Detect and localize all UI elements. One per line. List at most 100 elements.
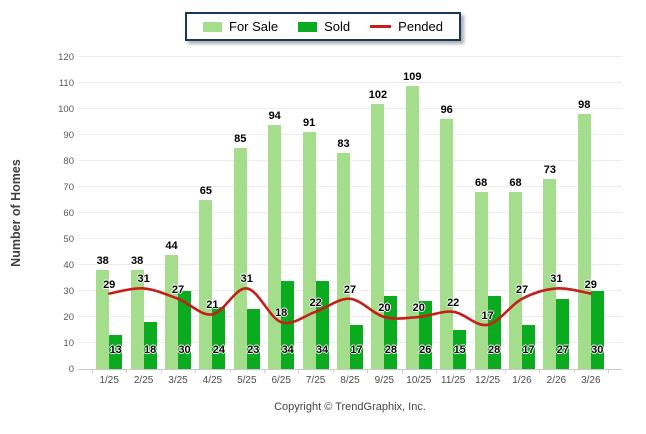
y-tick-label: 70: [63, 182, 74, 193]
sold-bar: [556, 298, 570, 369]
x-tick-label: 10/25: [406, 375, 432, 386]
x-axis-tick: [401, 369, 403, 373]
sold-value-label: 34: [281, 344, 294, 356]
pended-value-label: 22: [447, 296, 460, 309]
for-sale-value-label: 85: [234, 133, 247, 145]
for-sale-value-label: 102: [368, 88, 388, 101]
for-sale-value-label: 94: [268, 109, 281, 122]
sold-value-label: 28: [384, 344, 398, 356]
for-sale-value-label: 91: [302, 117, 316, 130]
legend-item-pended: Pended: [370, 19, 443, 34]
x-axis-tick: [573, 369, 575, 373]
pended-value-label: 31: [240, 273, 253, 286]
for-sale-value-label: 98: [578, 99, 591, 112]
x-axis-tick: [608, 369, 609, 373]
y-tick-label: 90: [63, 130, 74, 141]
for-sale-bar: [199, 200, 213, 369]
sold-bar: [487, 296, 501, 369]
x-axis-tick: [229, 369, 231, 373]
x-axis-tick: [195, 369, 197, 373]
x-tick-label: 2/25: [133, 375, 154, 386]
sold-bar: [350, 324, 363, 369]
pended-line-swatch-icon: [370, 25, 392, 28]
gridline: [78, 56, 622, 57]
gridline: [78, 82, 622, 83]
for-sale-bar: [577, 114, 591, 369]
sold-value-label: 34: [315, 344, 329, 356]
sold-bar: [590, 291, 604, 369]
sold-swatch-icon: [298, 21, 318, 32]
for-sale-value-label: 68: [509, 177, 522, 190]
for-sale-value-label: 65: [199, 185, 213, 197]
sold-bar: [212, 306, 226, 369]
for-sale-value-label: 83: [337, 138, 350, 151]
copyright-text: Copyright © TrendGraphix, Inc.: [274, 401, 426, 413]
x-tick-label: 11/25: [441, 375, 466, 386]
sold-value-label: 15: [453, 344, 466, 356]
pended-value-label: 20: [412, 302, 425, 314]
x-tick-label: 2/26: [546, 375, 567, 386]
sold-value-label: 24: [212, 344, 226, 356]
for-sale-bar: [371, 103, 385, 369]
pended-value-label: 27: [171, 283, 185, 296]
for-sale-bar: [96, 270, 110, 369]
for-sale-bar: [509, 192, 522, 369]
gridline: [78, 160, 622, 161]
gridline: [78, 238, 622, 239]
sold-value-label: 26: [419, 344, 432, 356]
y-tick-label: 40: [63, 260, 74, 271]
for-sale-bar: [474, 192, 488, 369]
for-sale-value-label: 68: [474, 177, 488, 190]
x-tick-label: 8/25: [340, 375, 360, 386]
for-sale-bar: [337, 153, 350, 369]
sold-bar: [522, 324, 535, 369]
y-tick-label: 80: [63, 156, 74, 167]
pended-value-label: 29: [103, 278, 116, 291]
pended-line-layer: [107, 287, 593, 327]
y-tick-label: 60: [63, 208, 74, 219]
for-sale-bar: [268, 124, 282, 369]
x-tick-label: 12/25: [475, 375, 501, 386]
legend-label-sold: Sold: [324, 19, 351, 34]
x-tick-label: 7/25: [305, 375, 326, 386]
for-sale-bar: [302, 132, 316, 369]
x-tick-label: 3/26: [581, 375, 601, 386]
x-tick-label: 5/25: [237, 375, 257, 386]
x-axis-tick: [126, 369, 128, 373]
sold-value-label: 13: [109, 344, 122, 356]
pended-value-label: 31: [137, 273, 150, 286]
sold-value-label: 23: [247, 344, 260, 356]
gridline: [78, 316, 622, 317]
pended-value-label: 27: [343, 283, 357, 296]
x-tick-label: 1/26: [512, 375, 532, 386]
pended-value-label: 27: [515, 283, 529, 296]
x-axis-tick: [264, 369, 265, 373]
x-tick-label: 6/25: [271, 375, 291, 386]
pended-value-label: 21: [206, 299, 219, 312]
for-sale-swatch-icon: [203, 21, 222, 32]
x-axis-tick: [332, 369, 334, 373]
x-axis-tick: [92, 369, 93, 373]
legend-item-for-sale: For Sale: [203, 19, 278, 34]
gridline: [78, 134, 622, 135]
for-sale-value-label: 73: [543, 164, 557, 177]
y-tick-label: 20: [63, 312, 74, 323]
x-axis-tick: [504, 369, 506, 373]
for-sale-bar: [440, 119, 454, 369]
y-tick-label: 0: [68, 364, 74, 375]
x-axis-tick: [298, 369, 300, 373]
sold-value-label: 17: [522, 344, 535, 356]
sold-bar: [109, 335, 123, 369]
for-sale-value-label: 109: [403, 70, 422, 83]
pended-value-label: 29: [584, 278, 597, 291]
y-tick-label: 120: [58, 52, 74, 63]
legend-label-for-sale: For Sale: [229, 19, 279, 34]
gridline: [78, 186, 622, 187]
y-tick-label: 30: [63, 286, 74, 297]
pended-value-label: 17: [481, 309, 494, 322]
for-sale-bar: [405, 85, 419, 369]
pended-value-label: 20: [378, 302, 391, 314]
x-axis-tick: [367, 369, 369, 373]
x-axis-tick: [470, 369, 472, 373]
